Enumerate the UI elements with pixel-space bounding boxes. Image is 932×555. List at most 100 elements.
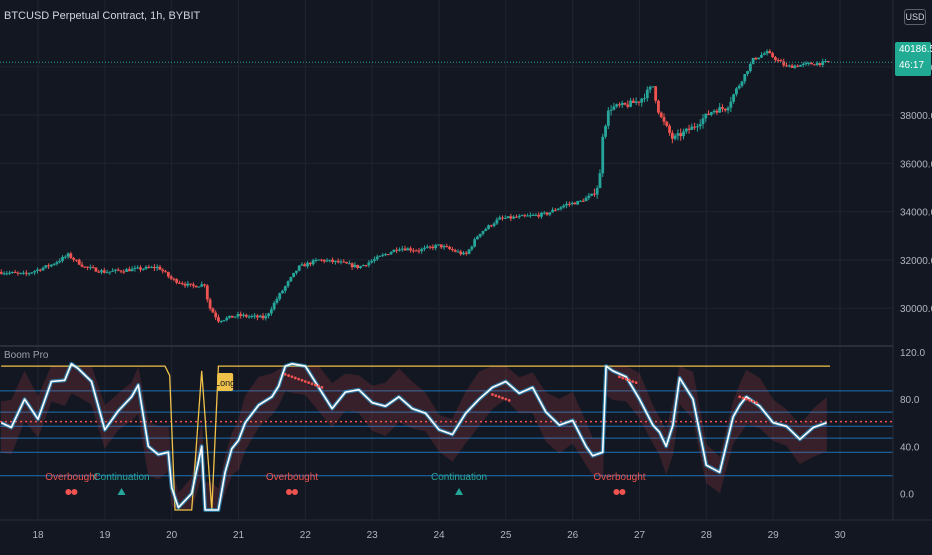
candle-body <box>5 273 9 275</box>
candle-body <box>384 254 387 256</box>
candle-body <box>169 276 173 279</box>
candle-body <box>559 207 563 209</box>
candle-body <box>178 282 181 284</box>
candle-body <box>512 216 516 219</box>
candle-body <box>403 248 407 251</box>
candle-body <box>668 125 671 133</box>
candle-body <box>448 246 451 250</box>
candle-body <box>334 260 337 262</box>
candle-body <box>818 63 822 65</box>
candle-body <box>13 271 17 273</box>
current-price-tag: 40186.5 46:17 <box>895 42 932 76</box>
candle-body <box>801 63 805 65</box>
candle-body <box>643 98 646 100</box>
candle-body <box>342 261 346 263</box>
overbought-dot <box>624 377 628 381</box>
candle-body <box>790 65 794 68</box>
candle-body <box>269 309 273 314</box>
candle-body <box>601 136 605 174</box>
candle-body <box>300 264 304 266</box>
candle-body <box>253 315 257 317</box>
candle-body <box>528 215 532 217</box>
candle-body <box>105 272 109 274</box>
candle-body <box>556 208 560 211</box>
candle-body <box>164 271 167 273</box>
candle-body <box>740 81 744 86</box>
candle-body <box>22 272 25 274</box>
candle-body <box>261 315 265 319</box>
candle-body <box>27 273 31 275</box>
candle-body <box>640 98 644 103</box>
overbought-dot <box>307 381 311 385</box>
candle-body <box>119 270 123 272</box>
candle-body <box>8 272 11 274</box>
overbought-dot <box>310 382 314 386</box>
overbought-dot <box>631 380 635 383</box>
candle-body <box>400 248 404 250</box>
candle-body <box>531 214 535 216</box>
candle-body <box>200 284 204 287</box>
candle-body <box>450 249 454 251</box>
candle-body <box>659 112 663 118</box>
candle-body <box>618 104 621 106</box>
candle-body <box>631 100 635 103</box>
candle-body <box>275 299 279 303</box>
candle-body <box>562 205 566 208</box>
candle-body <box>292 272 296 278</box>
candle-body <box>225 317 229 321</box>
candle-body <box>308 262 312 265</box>
candle-body <box>219 320 223 322</box>
candle-body <box>484 228 488 231</box>
candle-body <box>317 259 321 261</box>
overbought-marker <box>65 489 72 495</box>
candle-body <box>278 293 282 300</box>
overbought-label: Overbought <box>45 472 97 483</box>
candle-body <box>367 262 371 266</box>
candle-body <box>520 215 524 217</box>
x-tick-label: 28 <box>701 530 713 541</box>
overbought-dot <box>297 377 301 381</box>
candle-body <box>629 100 632 107</box>
candle-body <box>314 259 318 261</box>
overbought-marker <box>285 489 292 495</box>
overbought-dot <box>748 398 752 402</box>
candle-body <box>437 244 440 246</box>
candle-body <box>239 314 243 316</box>
candle-body <box>191 284 195 286</box>
candle-body <box>264 316 268 319</box>
candle-body <box>657 100 660 113</box>
candle-body <box>651 86 655 88</box>
candle-body <box>194 285 198 288</box>
candle-body <box>147 266 151 268</box>
candle-body <box>751 57 755 64</box>
candle-body <box>272 302 276 310</box>
chart-title: BTCUSD Perpetual Contract, 1h, BYBIT <box>4 10 201 22</box>
overbought-dot <box>507 398 511 402</box>
candle-body <box>434 245 438 249</box>
candle-body <box>417 250 421 252</box>
price-tick-label: 34000.0 <box>900 208 932 219</box>
candle-body <box>431 246 435 249</box>
candle-body <box>439 244 443 248</box>
x-tick-label: 22 <box>300 530 312 541</box>
continuation-label: Continuation <box>431 472 487 483</box>
candle-body <box>765 51 769 54</box>
candle-body <box>77 259 81 265</box>
candle-body <box>517 215 521 218</box>
candle-body <box>155 266 159 269</box>
candle-body <box>389 252 393 255</box>
upper-limit-line <box>1 365 830 511</box>
overbought-dot <box>751 400 755 403</box>
candle-body <box>166 272 170 277</box>
continuation-marker <box>117 488 126 495</box>
candle-body <box>320 259 323 261</box>
candle-body <box>183 284 187 286</box>
overbought-dot <box>634 381 638 385</box>
candle-body <box>648 86 652 90</box>
candle-body <box>10 271 14 273</box>
currency-button[interactable]: USD <box>904 9 926 25</box>
candle-body <box>707 113 710 115</box>
candle-body <box>696 126 699 128</box>
candle-body <box>94 267 98 272</box>
